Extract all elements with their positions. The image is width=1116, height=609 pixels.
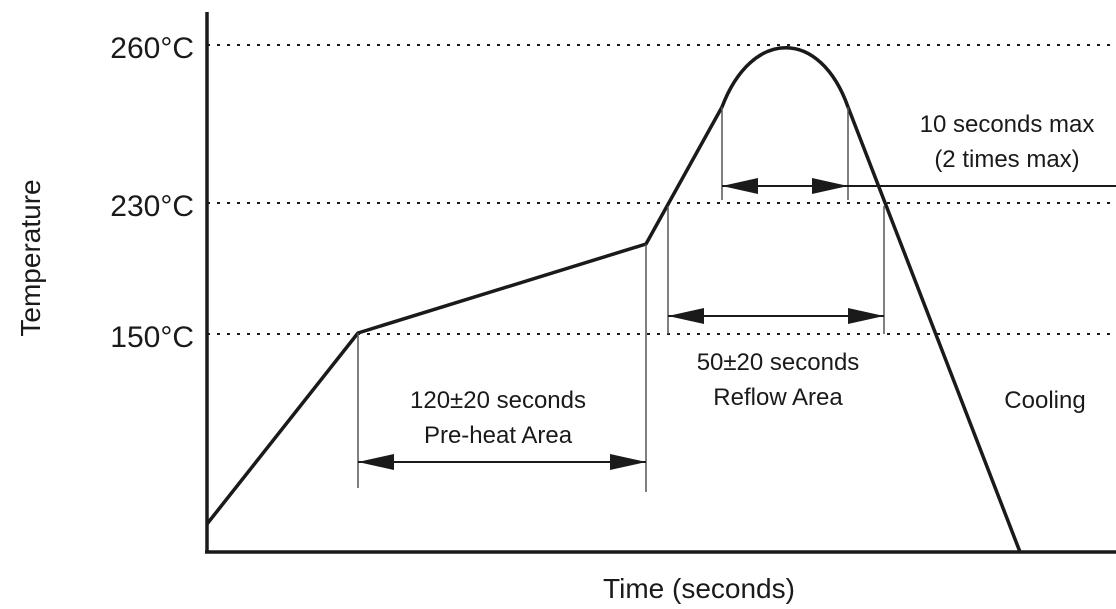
peak-arrow-right-head bbox=[812, 178, 848, 194]
preheat-time-label: 120±20 seconds bbox=[410, 387, 586, 414]
peak-arrow-left-head bbox=[722, 178, 758, 194]
y-tick-260: 260°C bbox=[110, 32, 194, 65]
peak-times-label: (2 times max) bbox=[934, 146, 1079, 173]
x-axis-title: Time (seconds) bbox=[603, 573, 795, 604]
peak-time-label: 10 seconds max bbox=[920, 111, 1095, 138]
reflow-area-label: Reflow Area bbox=[713, 384, 843, 411]
preheat-area-label: Pre-heat Area bbox=[424, 422, 573, 449]
y-tick-230: 230°C bbox=[110, 190, 194, 223]
temperature-profile-curve bbox=[207, 48, 1020, 552]
cooling-label: Cooling bbox=[1004, 387, 1085, 414]
y-axis-title: Temperature bbox=[15, 179, 46, 336]
y-tick-150: 150°C bbox=[110, 321, 194, 354]
reflow-arrow-left-head bbox=[668, 308, 704, 324]
preheat-arrow-left-head bbox=[358, 454, 394, 470]
reflow-arrow-right-head bbox=[848, 308, 884, 324]
reflow-time-label: 50±20 seconds bbox=[697, 349, 860, 376]
axes bbox=[205, 12, 1116, 552]
reference-lines bbox=[207, 45, 1116, 334]
preheat-arrow-right-head bbox=[610, 454, 646, 470]
